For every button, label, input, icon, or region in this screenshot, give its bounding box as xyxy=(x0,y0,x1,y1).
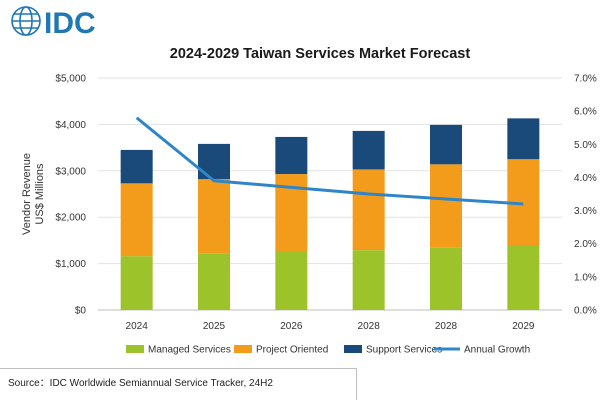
y-tick-label: $5,000 xyxy=(55,74,86,85)
bars xyxy=(120,118,540,310)
x-tick-label: 2026 xyxy=(280,321,303,332)
bar-segment xyxy=(352,250,385,310)
growth-line xyxy=(135,116,524,206)
gridlines xyxy=(98,77,562,311)
x-tick-label: 2028 xyxy=(358,321,381,332)
y-tick-label: $3,000 xyxy=(55,166,86,177)
bar-segment xyxy=(198,143,230,180)
legend-swatch xyxy=(344,345,362,353)
x-axis-ticks: 2024 2025 2026 2028 2028 2029 xyxy=(126,321,535,332)
idc-logo: IDC xyxy=(11,6,96,38)
y2-axis-ticks: 0.0% 1.0% 2.0% 3.0% 4.0% 5.0% 6.0% 7.0% xyxy=(574,74,597,317)
bar-segment xyxy=(430,247,462,310)
y-tick-label: $2,000 xyxy=(55,213,86,224)
logo-text: IDC xyxy=(44,7,96,38)
y2-tick-label: 4.0% xyxy=(574,173,597,184)
y-tick-label: $0 xyxy=(75,306,87,317)
x-tick-label: 2029 xyxy=(512,321,535,332)
legend: Managed Services Project Oriented Support … xyxy=(126,345,530,356)
bar-segment xyxy=(198,179,230,254)
y-axis-ticks: $0 $1,000 $2,000 $3,000 $4,000 $5,000 xyxy=(55,74,86,317)
y2-tick-label: 5.0% xyxy=(574,140,597,151)
legend-swatch xyxy=(234,345,252,353)
y-tick-label: $4,000 xyxy=(55,120,86,131)
y2-tick-label: 6.0% xyxy=(574,107,597,118)
y2-tick-label: 7.0% xyxy=(574,74,597,85)
bar-segment xyxy=(275,136,308,175)
source-note: Source：IDC Worldwide Semiannual Service … xyxy=(8,378,273,389)
y-axis-title-line: US$ Millions xyxy=(34,163,46,225)
bar-segment xyxy=(507,245,540,310)
x-tick-label: 2024 xyxy=(126,321,149,332)
legend-label: Support Services xyxy=(366,345,442,356)
legend-swatch xyxy=(126,345,144,353)
bar-segment xyxy=(507,118,540,160)
chart-title: 2024-2029 Taiwan Services Market Forecas… xyxy=(170,46,471,62)
footer-divider xyxy=(0,368,356,369)
bar-segment xyxy=(120,256,153,310)
growth-line-path xyxy=(135,116,524,206)
y-axis-title-line: Vendor Revenue xyxy=(21,153,33,235)
bar-segment xyxy=(430,124,462,165)
legend-label: Project Oriented xyxy=(256,345,328,356)
bar-segment xyxy=(198,253,230,310)
bar-segment xyxy=(120,149,153,184)
bar-segment xyxy=(352,169,385,251)
x-tick-label: 2025 xyxy=(203,321,226,332)
y2-tick-label: 1.0% xyxy=(574,272,597,283)
y-tick-label: $1,000 xyxy=(55,259,86,270)
bar-segment xyxy=(430,164,462,248)
legend-label: Managed Services xyxy=(148,345,231,356)
bar-segment xyxy=(352,130,385,170)
globe-icon xyxy=(11,6,41,36)
y-axis-title: Vendor Revenue US$ Millions xyxy=(21,153,46,235)
x-tick-label: 2028 xyxy=(435,321,458,332)
bar-segment xyxy=(275,252,308,310)
footer-divider-vertical xyxy=(356,368,357,400)
legend-label: Annual Growth xyxy=(464,345,530,356)
bar-segment xyxy=(120,183,153,257)
y2-tick-label: 0.0% xyxy=(574,306,597,317)
y2-tick-label: 3.0% xyxy=(574,206,597,217)
y2-tick-label: 2.0% xyxy=(574,239,597,250)
